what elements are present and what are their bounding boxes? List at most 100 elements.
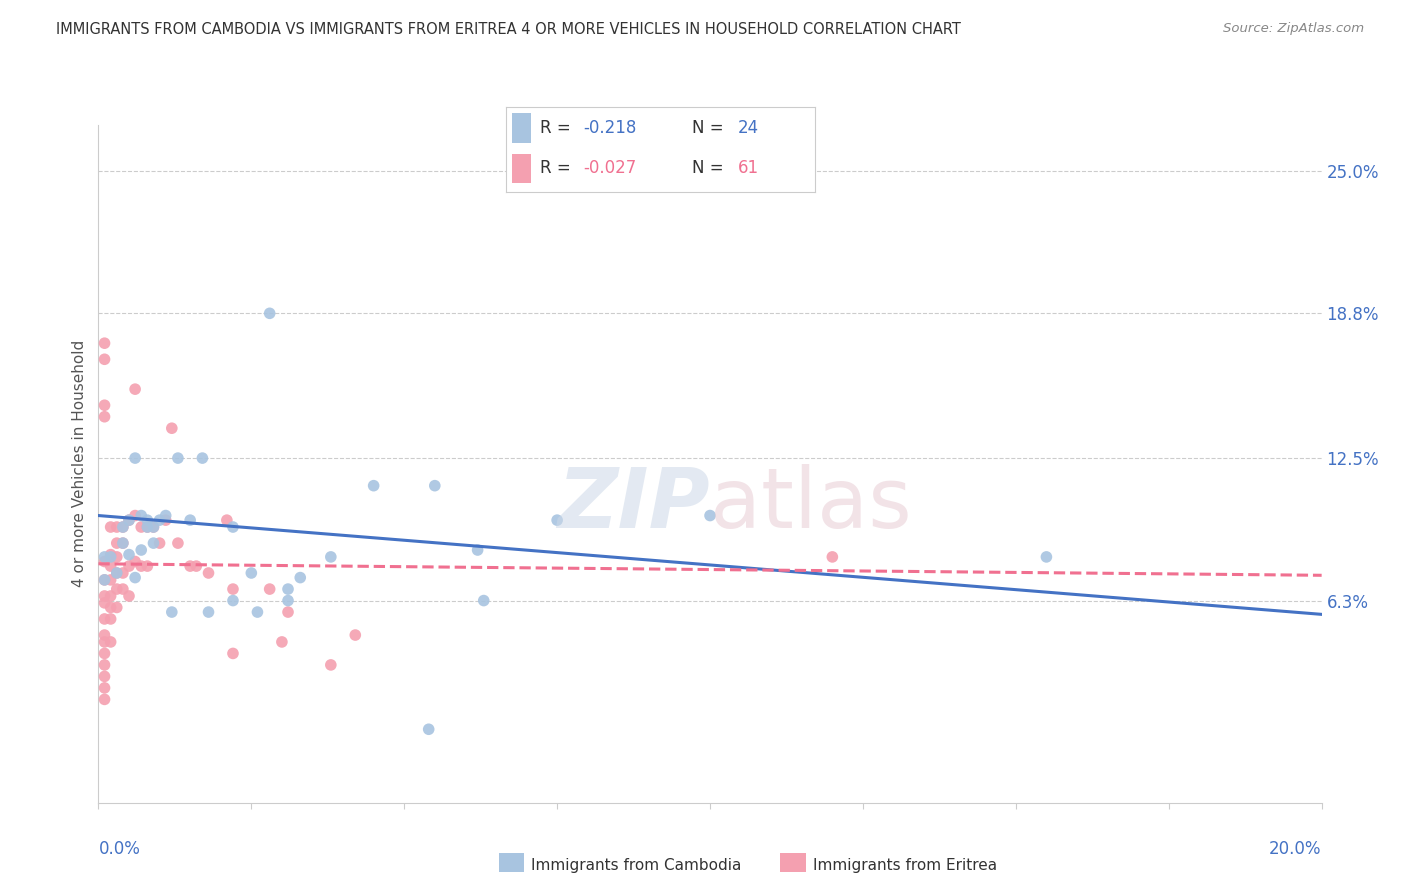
- Text: IMMIGRANTS FROM CAMBODIA VS IMMIGRANTS FROM ERITREA 4 OR MORE VEHICLES IN HOUSEH: IMMIGRANTS FROM CAMBODIA VS IMMIGRANTS F…: [56, 22, 962, 37]
- Point: [270, 635, 292, 649]
- Point: [111, 536, 134, 550]
- Point: [467, 543, 489, 558]
- Text: 0.0%: 0.0%: [98, 840, 141, 858]
- Point: [186, 559, 208, 574]
- Point: [100, 549, 122, 564]
- Point: [222, 520, 245, 534]
- Point: [105, 600, 128, 615]
- Point: [93, 692, 115, 706]
- Bar: [512, 153, 531, 183]
- Point: [118, 513, 141, 527]
- Point: [93, 657, 115, 672]
- Point: [100, 573, 122, 587]
- Text: R =: R =: [540, 120, 576, 137]
- Point: [124, 382, 146, 396]
- Point: [93, 409, 115, 424]
- Point: [155, 508, 177, 523]
- Point: [111, 536, 134, 550]
- Point: [136, 559, 159, 574]
- Point: [136, 520, 159, 534]
- Point: [277, 605, 299, 619]
- Y-axis label: 4 or more Vehicles in Household: 4 or more Vehicles in Household: [72, 340, 87, 588]
- Point: [93, 352, 115, 367]
- Point: [118, 548, 141, 562]
- Text: atlas: atlas: [710, 464, 911, 545]
- Text: Source: ZipAtlas.com: Source: ZipAtlas.com: [1223, 22, 1364, 36]
- Point: [344, 628, 367, 642]
- Point: [118, 589, 141, 603]
- Point: [93, 681, 115, 695]
- Point: [118, 513, 141, 527]
- Point: [93, 589, 115, 603]
- Point: [105, 549, 128, 564]
- Text: 61: 61: [738, 159, 759, 177]
- Bar: [512, 113, 531, 143]
- Point: [124, 571, 146, 585]
- Point: [93, 336, 115, 351]
- Point: [222, 593, 245, 607]
- Point: [246, 605, 269, 619]
- Point: [222, 582, 245, 596]
- Point: [100, 600, 122, 615]
- Point: [124, 508, 146, 523]
- Point: [277, 593, 299, 607]
- Point: [105, 566, 128, 580]
- Point: [699, 508, 721, 523]
- Point: [222, 647, 245, 661]
- Text: N =: N =: [692, 120, 728, 137]
- Point: [259, 582, 281, 596]
- Point: [129, 508, 152, 523]
- Point: [100, 612, 122, 626]
- Point: [179, 513, 201, 527]
- Point: [136, 520, 159, 534]
- Point: [93, 596, 115, 610]
- Point: [111, 566, 134, 580]
- Text: N =: N =: [692, 159, 728, 177]
- Point: [290, 571, 312, 585]
- Point: [105, 566, 128, 580]
- Point: [179, 559, 201, 574]
- Point: [93, 573, 115, 587]
- Point: [240, 566, 263, 580]
- Point: [93, 647, 115, 661]
- Point: [546, 513, 568, 527]
- Text: Immigrants from Eritrea: Immigrants from Eritrea: [813, 858, 997, 872]
- Point: [149, 513, 172, 527]
- Point: [167, 536, 190, 550]
- Point: [93, 573, 115, 587]
- Point: [155, 513, 177, 527]
- Point: [277, 582, 299, 596]
- Text: Immigrants from Cambodia: Immigrants from Cambodia: [531, 858, 742, 872]
- Point: [1035, 549, 1057, 564]
- Point: [111, 582, 134, 596]
- Point: [124, 451, 146, 466]
- Point: [129, 520, 152, 534]
- Point: [418, 723, 440, 737]
- Point: [259, 306, 281, 320]
- Point: [93, 554, 115, 568]
- Point: [105, 520, 128, 534]
- Point: [363, 478, 385, 492]
- Point: [197, 605, 219, 619]
- Point: [93, 669, 115, 683]
- Point: [100, 589, 122, 603]
- Text: R =: R =: [540, 159, 576, 177]
- Point: [100, 635, 122, 649]
- Point: [149, 536, 172, 550]
- Point: [319, 549, 342, 564]
- Point: [821, 549, 844, 564]
- Text: -0.218: -0.218: [583, 120, 637, 137]
- Point: [105, 536, 128, 550]
- Point: [100, 559, 122, 574]
- Point: [142, 520, 165, 534]
- Point: [129, 543, 152, 558]
- Point: [215, 513, 238, 527]
- Point: [118, 559, 141, 574]
- Point: [93, 398, 115, 412]
- Point: [167, 451, 190, 466]
- Point: [136, 513, 159, 527]
- Point: [93, 612, 115, 626]
- Point: [191, 451, 214, 466]
- Point: [129, 559, 152, 574]
- Point: [142, 536, 165, 550]
